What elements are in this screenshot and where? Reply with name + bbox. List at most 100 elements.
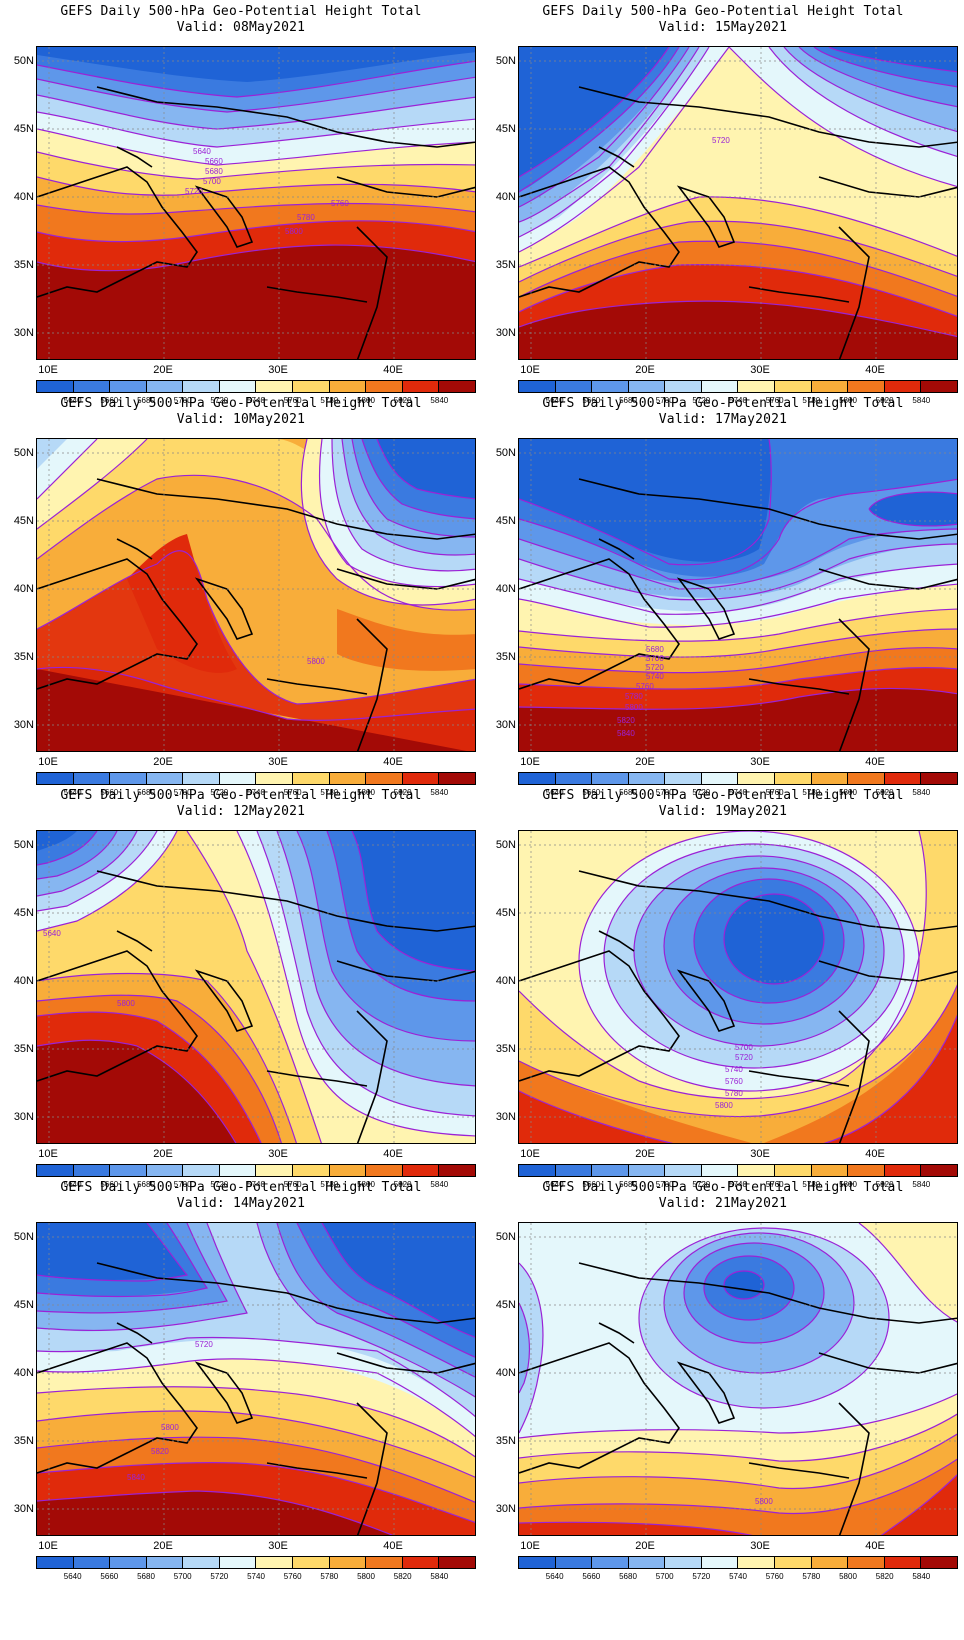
lon-label: 40E [865, 364, 885, 376]
lat-label: 35N [13, 1435, 34, 1447]
contour-label: 5660 [205, 157, 223, 166]
height-map: 5700 5720 5740 5760 5780 5800 [518, 830, 958, 1144]
colorbar-swatch [811, 381, 849, 392]
contour-label: 5800 [285, 227, 303, 236]
colorbar-level-label: 5780 [802, 788, 821, 797]
contour-label: 5720 [735, 1053, 753, 1062]
colorbar-swatch [293, 381, 330, 392]
colorbar-level-label: 5740 [247, 1572, 265, 1581]
colorbar-level-label: 5680 [137, 1572, 155, 1581]
panel-title: GEFS Daily 500-hPa Geo-Potential Height … [542, 396, 904, 411]
colorbar-level-label: 5700 [655, 788, 674, 797]
colorbar-swatch [628, 381, 666, 392]
colorbar-level-label: 5780 [320, 1180, 339, 1189]
colorbar-level-label: 5680 [619, 1572, 637, 1581]
lon-label: 20E [153, 1148, 173, 1160]
colorbar-level-label: 5680 [137, 396, 155, 405]
colorbar-swatch [665, 1165, 702, 1176]
lat-label: 30N [495, 719, 516, 731]
colorbar-swatch [110, 1165, 147, 1176]
contour-label: 5680 [646, 645, 664, 654]
colorbar-level-label: 5640 [63, 1180, 82, 1189]
colorbar-swatch [110, 773, 147, 784]
colorbar-level-label: 5760 [283, 788, 302, 797]
lon-label: 30E [750, 1540, 770, 1552]
colorbar-level-label: 5640 [63, 788, 82, 797]
colorbar-level-label: 5840 [912, 788, 931, 797]
lon-label: 10E [520, 1148, 540, 1160]
colorbar-swatch [811, 1557, 849, 1568]
colorbar-swatch [775, 381, 812, 392]
lon-label: 20E [635, 1148, 655, 1160]
height-map: 5640 5660 5680 5700 5720 5760 5780 5800 [36, 46, 476, 360]
colorbar-level-label: 5660 [100, 1572, 119, 1581]
contour-label: 5740 [646, 672, 664, 681]
lon-label: 30E [750, 364, 770, 376]
colorbar-swatch [701, 381, 739, 392]
colorbar-swatch [848, 1165, 885, 1176]
contour-label: 5780 [625, 692, 643, 701]
contour-label: 5760 [725, 1077, 743, 1086]
map-panel-15may: GEFS Daily 500-hPa Geo-Potential Height … [482, 0, 964, 410]
colorbar-level-label: 5800 [357, 788, 375, 797]
colorbar-swatch [329, 1557, 367, 1568]
colorbar-swatch [183, 773, 220, 784]
lat-label: 50N [495, 447, 516, 459]
map-panel-12may: GEFS Daily 500-hPa Geo-Potential Height … [0, 784, 482, 1194]
colorbar-level-label: 5780 [802, 396, 821, 405]
colorbar-swatch [110, 381, 147, 392]
colorbar-level-label: 5720 [210, 396, 229, 405]
colorbar-swatch [146, 773, 184, 784]
colorbar-swatch [519, 773, 556, 784]
contour-label: 5760 [636, 682, 654, 691]
colorbar-level-label: 5640 [545, 1180, 564, 1189]
lat-label: 40N [495, 191, 516, 203]
colorbar-swatch [848, 1557, 885, 1568]
lon-label: 20E [153, 364, 173, 376]
colorbar-level-label: 5800 [839, 788, 857, 797]
colorbar [36, 772, 476, 785]
lon-label: 40E [865, 756, 885, 768]
colorbar-level-label: 5720 [692, 788, 711, 797]
colorbar-swatch [592, 1557, 629, 1568]
colorbar-level-label: 5760 [765, 1572, 784, 1581]
lat-label: 50N [13, 447, 34, 459]
colorbar-swatch [738, 773, 776, 784]
colorbar-level-label: 5760 [765, 396, 784, 405]
colorbar-level-label: 5720 [692, 1180, 711, 1189]
colorbar-swatch [37, 1557, 74, 1568]
colorbar-level-label: 5720 [210, 788, 229, 797]
colorbar-swatch [439, 1165, 475, 1176]
colorbar-swatch [439, 381, 475, 392]
height-map: 5680 5700 5720 5740 5760 5780 5800 5820 … [518, 438, 958, 752]
colorbar-level-label: 5820 [875, 788, 894, 797]
colorbar-level-label: 5740 [247, 788, 265, 797]
lon-label: 10E [38, 1540, 58, 1552]
lat-label: 45N [495, 515, 516, 527]
contour-label: 5700 [646, 654, 664, 663]
panel-title: GEFS Daily 500-hPa Geo-Potential Height … [542, 4, 904, 19]
colorbar-level-label: 5800 [357, 1572, 375, 1581]
contour-label: 5780 [725, 1089, 743, 1098]
lat-label: 45N [13, 515, 34, 527]
colorbar-swatch [555, 1165, 593, 1176]
contour-label: 5700 [735, 1043, 753, 1052]
colorbar-level-label: 5740 [729, 396, 747, 405]
colorbar-level-label: 5820 [875, 1180, 894, 1189]
lat-label: 30N [13, 1111, 34, 1123]
panel-valid-date: Valid: 14May2021 [176, 1196, 306, 1211]
colorbar-swatch [219, 773, 257, 784]
colorbar-level-label: 5660 [582, 1572, 601, 1581]
colorbar-swatch [293, 773, 330, 784]
colorbar-level-label: 5820 [393, 1180, 412, 1189]
height-map: 5720 5800 5820 5840 [36, 1222, 476, 1536]
colorbar-swatch [555, 773, 593, 784]
colorbar-level-label: 5780 [320, 396, 339, 405]
colorbar-level-label: 5840 [430, 1572, 449, 1581]
colorbar-level-label: 5820 [393, 396, 412, 405]
colorbar-swatch [219, 1165, 257, 1176]
panel-title: GEFS Daily 500-hPa Geo-Potential Height … [542, 1180, 904, 1195]
colorbar-level-label: 5720 [210, 1572, 229, 1581]
colorbar-swatch [775, 1557, 812, 1568]
lat-label: 45N [495, 1299, 516, 1311]
